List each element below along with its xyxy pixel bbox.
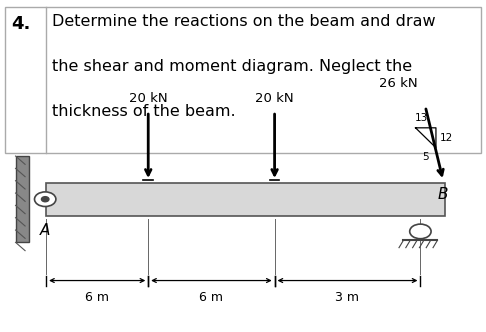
Text: 13: 13 [415,113,428,123]
Text: 5: 5 [422,152,429,162]
Text: B: B [437,187,448,202]
Circle shape [41,197,49,202]
Text: thickness of the beam.: thickness of the beam. [52,104,236,119]
Text: 12: 12 [440,133,453,143]
Text: 6 m: 6 m [199,291,224,304]
Text: A: A [40,223,50,238]
Text: 20 kN: 20 kN [129,92,168,105]
Text: the shear and moment diagram. Neglect the: the shear and moment diagram. Neglect th… [52,59,412,74]
Text: Determine the reactions on the beam and draw: Determine the reactions on the beam and … [52,14,435,29]
Text: 26 kN: 26 kN [379,77,418,90]
Circle shape [35,192,56,207]
Text: 4.: 4. [11,15,30,33]
Text: 6 m: 6 m [85,291,109,304]
FancyBboxPatch shape [46,183,445,216]
FancyBboxPatch shape [16,156,29,242]
Text: 20 kN: 20 kN [255,92,294,105]
Text: 3 m: 3 m [335,291,360,304]
FancyBboxPatch shape [5,7,481,153]
Circle shape [410,224,431,239]
